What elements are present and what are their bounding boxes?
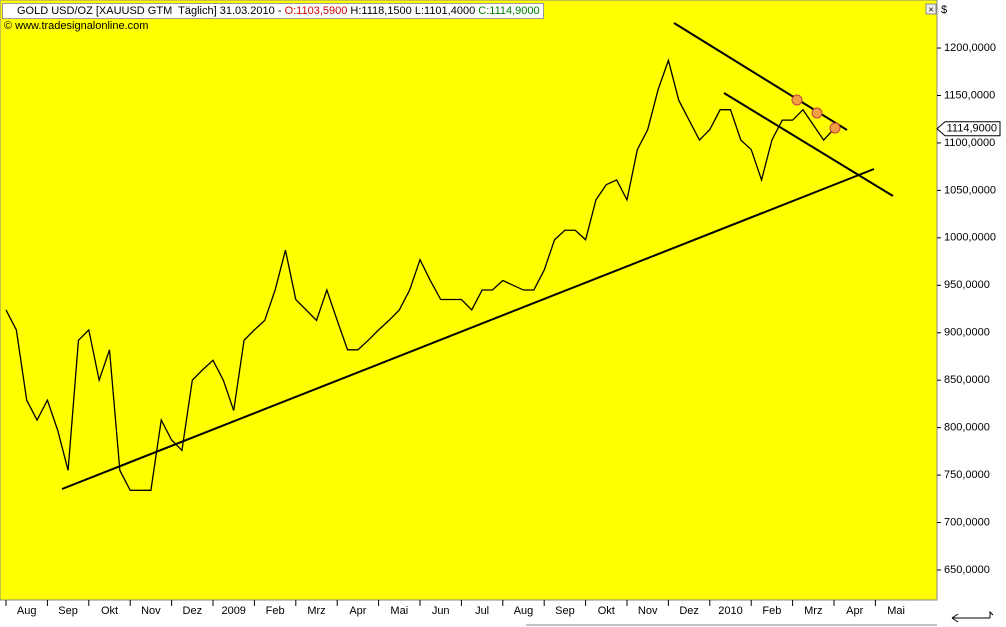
y-tick-label: 1100,0000 [944, 137, 995, 149]
y-tick-label: 800,0000 [944, 422, 990, 434]
y-tick-label: 700,0000 [944, 516, 990, 528]
x-tick-label: Aug [17, 605, 37, 617]
trend-line [723, 92, 894, 197]
y-tick-label: 1050,0000 [944, 184, 996, 196]
x-tick-label: Dez [679, 605, 699, 617]
header: GOLD USD/OZ [XAUUSD GTM Täglich] 31.03.2… [2, 3, 544, 19]
x-tick-label: Okt [101, 605, 118, 617]
marker [791, 94, 803, 106]
open: O:1103,5900 [284, 5, 348, 17]
y-tick-label: 1000,0000 [944, 232, 996, 244]
y-tick-label: 950,0000 [944, 279, 990, 291]
x-tick-label: Mai [390, 605, 408, 617]
x-tick-label: Jun [432, 605, 450, 617]
y-tick-label: 850,0000 [944, 374, 990, 386]
x-tick-label: Nov [638, 605, 658, 617]
last-price-label: 1114,9000 [947, 123, 997, 135]
plot-area [0, 0, 938, 601]
marker [829, 122, 841, 134]
x-tick-label: 2009 [221, 605, 245, 617]
y-tick-label: 1150,0000 [944, 89, 995, 101]
trend-line [61, 168, 875, 490]
x-tick-label: Apr [349, 605, 366, 617]
x-tick-label: Jul [475, 605, 489, 617]
y-tick-label: 750,0000 [944, 469, 990, 481]
x-tick-label: Nov [141, 605, 161, 617]
x-tick-label: Okt [598, 605, 615, 617]
x-tick-label: Mrz [307, 605, 325, 617]
close-icon: × [928, 4, 933, 14]
x-tick-label: Sep [58, 605, 78, 617]
x-tick-label: Apr [846, 605, 863, 617]
symbol: GOLD USD/OZ [XAUUSD GTM Täglich] 31.03.2… [17, 5, 285, 17]
marker [811, 107, 823, 119]
y-tick-label: 650,0000 [944, 564, 990, 576]
y-tick-label: 1200,0000 [944, 42, 996, 54]
x-tick-label: Feb [266, 605, 285, 617]
close-button[interactable] [925, 3, 937, 15]
currency: $ [941, 4, 947, 16]
scroll-arrow-head [951, 613, 959, 623]
copyright: © www.tradesignalonline.com [4, 20, 149, 32]
x-tick-label: Feb [762, 605, 781, 617]
scroll-arrow-tail [989, 610, 994, 618]
last-price-tag [936, 121, 1001, 137]
x-tick-label: Sep [555, 605, 575, 617]
x-tick-label: Mai [887, 605, 905, 617]
x-tick-label: 2010 [718, 605, 742, 617]
y-tick-label: 900,0000 [944, 327, 990, 339]
price-line [5, 58, 835, 491]
high-low: H:1118,1500 L:1101,4000 [350, 5, 476, 17]
close: C:1114,9000 [478, 5, 540, 17]
x-tick-label: Dez [183, 605, 203, 617]
x-tick-label: Mrz [804, 605, 822, 617]
x-tick-label: Aug [514, 605, 534, 617]
